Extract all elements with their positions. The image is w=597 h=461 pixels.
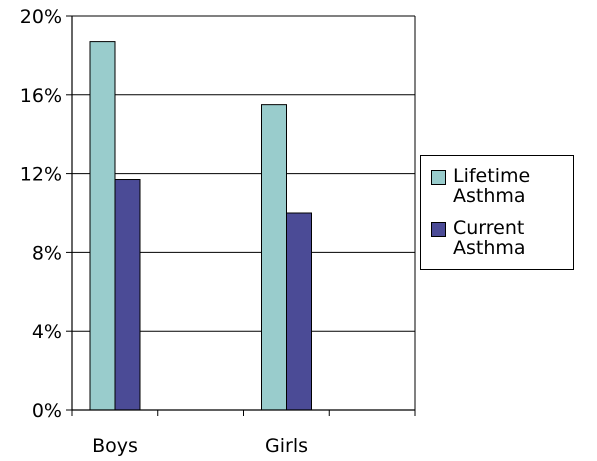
legend-item-lifetime: Lifetime Asthma [431, 166, 563, 206]
bar-lifetime-girls [261, 104, 287, 411]
y-tick-label: 16% [20, 85, 62, 107]
bar-lifetime-boys [89, 41, 116, 411]
legend-label-current: Current Asthma [453, 217, 526, 259]
y-tick-labels: 0% 4% 8% 12% 16% 20% [20, 6, 62, 422]
y-tick-label: 0% [32, 400, 62, 422]
bar-current-girls [286, 212, 312, 411]
y-tick-label: 8% [32, 242, 62, 264]
bar-current-boys [114, 179, 141, 411]
legend-swatch-current [431, 222, 446, 237]
y-tick-label: 20% [20, 6, 62, 28]
legend-swatch-lifetime [431, 170, 446, 185]
bars [89, 41, 312, 411]
legend-label-lifetime: Lifetime Asthma [453, 165, 531, 207]
legend-item-current: Current Asthma [431, 218, 563, 258]
y-tick-label: 12% [20, 164, 62, 186]
axes [66, 15, 416, 416]
category-labels: Boys Girls [92, 435, 308, 457]
y-tick-label: 4% [32, 321, 62, 343]
category-label: Boys [92, 435, 138, 457]
legend: Lifetime Asthma Current Asthma [420, 155, 574, 270]
category-label: Girls [265, 435, 308, 457]
